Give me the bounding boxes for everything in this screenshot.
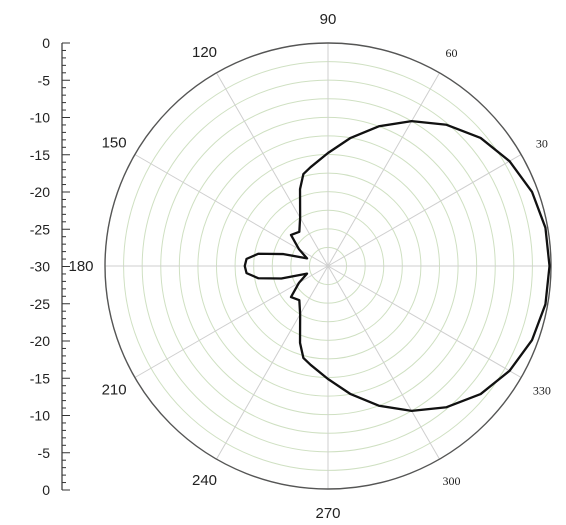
grid-spoke <box>327 154 522 267</box>
radial-tick-label: 0 <box>42 482 50 498</box>
radial-tick-label: -10 <box>30 110 50 126</box>
radial-tick-label: -25 <box>30 221 50 237</box>
grid-spoke <box>134 265 329 378</box>
pattern-line <box>243 120 551 412</box>
radial-tick-label: -20 <box>30 333 50 349</box>
angle-label-30: 30 <box>536 137 548 151</box>
angle-label-240: 240 <box>192 472 217 489</box>
radial-tick-label: -15 <box>30 147 50 163</box>
angle-label-300: 300 <box>443 474 461 488</box>
radial-tick-label: 0 <box>42 35 50 51</box>
radial-axis: 0 -5 -10 -15 -20 -25 -30 -25 -20 -15 -10 -5 0 <box>30 35 70 498</box>
radial-tick-label: -20 <box>30 184 50 200</box>
radial-tick-label: -15 <box>30 370 50 386</box>
angular-axis-labels: 9060300330300270240210180150120 <box>68 11 551 522</box>
radial-tick-label: -5 <box>38 445 51 461</box>
radial-tick-label: -5 <box>38 72 51 88</box>
radial-tick-label: -30 <box>30 259 50 275</box>
angle-label-180: 180 <box>68 258 93 275</box>
grid-spoke <box>216 72 329 267</box>
grid-spoke <box>327 265 522 378</box>
angle-label-270: 270 <box>315 505 340 522</box>
grid-spoke <box>134 154 329 267</box>
pattern-series <box>243 120 551 412</box>
angle-label-90: 90 <box>320 11 337 28</box>
angle-label-330: 330 <box>533 384 551 398</box>
angle-label-210: 210 <box>102 382 127 399</box>
grid-spoke <box>327 72 440 267</box>
radial-tick-label: -10 <box>30 408 50 424</box>
outer-circle <box>104 42 552 490</box>
angle-label-150: 150 <box>102 135 127 152</box>
angle-label-60: 60 <box>446 46 458 60</box>
radial-tick-label: -25 <box>30 296 50 312</box>
grid-spoke <box>216 265 329 460</box>
angle-label-120: 120 <box>192 44 217 61</box>
grid-spoke <box>327 265 440 460</box>
polar-grid <box>104 42 552 490</box>
